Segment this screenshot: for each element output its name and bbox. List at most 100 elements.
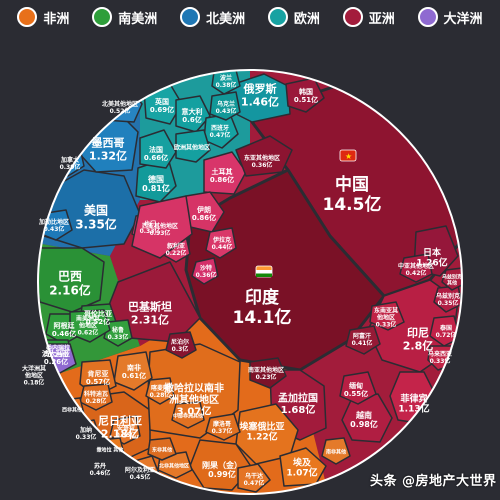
region-name-label: 其他: [447, 279, 457, 286]
region-name-label: 澳大利亚: [42, 349, 70, 358]
region-name-label: 也门: [144, 220, 156, 228]
region-value-label: 14.5亿: [323, 194, 382, 215]
region-value-label: 1.26亿: [416, 257, 447, 269]
region-value-label: 0.47亿: [244, 479, 265, 487]
region-name-label: 苏丹: [94, 462, 106, 470]
region-name-label: 委内瑞拉: [46, 344, 70, 352]
legend-swatch: [267, 7, 288, 27]
region-name-label: 南非其他: [326, 449, 346, 456]
region-name-label: 东非其他: [152, 447, 172, 454]
region-value-label: 0.44亿: [212, 243, 233, 251]
region-name-label: 中部非洲其他: [173, 413, 203, 420]
region-name-label: 印尼: [407, 327, 429, 340]
china-flag-star-icon: ★: [345, 152, 352, 161]
region-name-label: 伊朗: [196, 205, 211, 214]
region-value-label: 1.68亿: [281, 403, 316, 416]
region-name-label: 孟加拉国: [278, 391, 318, 404]
region-value-label: 0.43亿: [44, 225, 65, 233]
region-value-label: 1.13亿: [398, 403, 429, 415]
region-name-label: 中国: [335, 174, 369, 195]
region-name-label: 德国: [148, 174, 164, 184]
region-name-label: 南非: [127, 363, 141, 372]
region-value-label: 0.37亿: [212, 427, 233, 435]
china-flag-icon: [339, 149, 357, 162]
region-name-label: 南美洲其: [76, 315, 100, 323]
region-name-label: 欧洲其他地区: [174, 144, 210, 152]
legend-label: 非洲: [43, 11, 70, 27]
region-cell: [205, 413, 241, 441]
region-name-label: 日本: [423, 246, 442, 258]
region-name-label: 科特迪瓦: [84, 390, 108, 398]
legend-item: 非洲: [17, 7, 69, 27]
region-value-label: 0.35亿: [438, 299, 459, 307]
region-name-label: 法国: [149, 145, 163, 154]
region-value-label: 0.6亿: [182, 115, 201, 124]
region-value-label: 2.8亿: [403, 338, 434, 352]
region-name-label: 埃及: [293, 456, 312, 468]
region-value-label: 14.1亿: [233, 307, 292, 328]
region-name-label: 摩洛哥: [212, 420, 231, 428]
region-name-label: 巴西: [58, 270, 82, 284]
legend-item: 大洋洲: [417, 7, 483, 27]
region-value-label: 0.69亿: [150, 105, 174, 114]
region-cell: [249, 357, 287, 389]
region-cell: [341, 393, 393, 443]
region-value-label: 0.28亿: [150, 391, 171, 399]
legend-item: 欧洲: [267, 7, 320, 27]
region-value-label: 0.62亿: [78, 328, 99, 336]
region-value-label: 0.46亿: [52, 329, 76, 338]
region-name-label: 乌克兰: [217, 100, 235, 108]
region-value-label: 0.43亿: [216, 107, 237, 115]
region-value-label: 0.99亿: [208, 469, 236, 479]
region-name-label: 东亚其他地区: [244, 154, 280, 162]
region-value-label: 0.98亿: [350, 419, 378, 429]
region-value-label: 0.33亿: [376, 320, 397, 328]
region-cell: [279, 447, 327, 487]
region-name-label: 大洋洲其: [22, 365, 46, 373]
region-value-label: 0.36亿: [196, 271, 217, 279]
region-value-label: 3.35亿: [75, 216, 117, 231]
region-cell: [69, 309, 111, 343]
region-cell: [147, 437, 177, 461]
region-name-label: 尼日利亚: [98, 414, 142, 428]
region-name-label: 安哥拉: [117, 424, 135, 432]
region-name-label: 尼泊尔: [171, 338, 189, 346]
region-name-label: 乌兹别克: [436, 292, 460, 300]
region-value-label: 0.33亿: [76, 433, 97, 441]
region-cell: [145, 377, 175, 405]
region-cell: [321, 437, 351, 465]
chart-outline: [37, 69, 463, 495]
region-value-label: 2.31亿: [131, 312, 169, 326]
region-name-label: 缅甸: [349, 381, 363, 390]
region-name-label: 东南亚其: [374, 307, 398, 315]
india-flag-band-icon: [256, 270, 272, 274]
region-value-label: 0.42亿: [406, 269, 427, 277]
region-name-label: 英国: [154, 97, 169, 106]
region-cell: [109, 415, 141, 445]
region-value-label: 0.18亿: [24, 378, 45, 386]
region-value-label: 0.28亿: [86, 397, 107, 405]
region-value-label: 0.51亿: [294, 95, 318, 104]
region-cell: [175, 95, 211, 133]
region-value-label: 0.41亿: [352, 339, 373, 347]
region-cell: [103, 319, 133, 347]
region-name-label: 他地区: [24, 372, 43, 380]
legend-item: 北美洲: [180, 7, 245, 27]
region-cell: [191, 257, 219, 285]
legend-item: 南美洲: [92, 7, 157, 27]
legend-item: 亚洲: [342, 7, 395, 27]
region-name-label: 巴基斯坦: [128, 300, 172, 314]
region-name-label: 菲律宾: [400, 392, 427, 404]
region-name-label: 印度: [245, 287, 280, 308]
region-value-label: 0.72亿: [436, 331, 457, 339]
region-name-label: 喀麦隆: [151, 384, 170, 392]
region-value-label: 0.52亿: [86, 317, 110, 326]
region-value-label: 0.57亿: [86, 377, 110, 386]
watermark: 头条 @房地产大世界: [370, 474, 497, 489]
region-name-label: 西班牙: [211, 124, 229, 132]
legend-swatch: [417, 7, 438, 27]
region-name-label: 哥伦比亚: [84, 309, 112, 318]
region-cell: [171, 401, 205, 429]
region-cell: [399, 253, 433, 283]
region-cell: [209, 91, 241, 121]
